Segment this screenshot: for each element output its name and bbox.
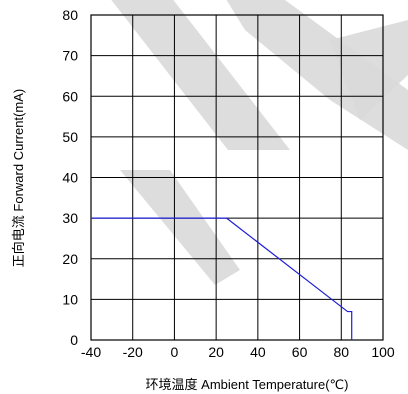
x-axis-title: 环境温度 Ambient Temperature(℃) bbox=[146, 377, 349, 392]
y-tick-label: 70 bbox=[62, 48, 78, 64]
watermark bbox=[111, 0, 408, 285]
x-tick-labels: -40 -20 0 20 40 60 80 100 bbox=[81, 344, 395, 360]
x-tick-label: 20 bbox=[208, 344, 224, 360]
x-tick-label: 60 bbox=[292, 344, 308, 360]
plot-frame bbox=[90, 14, 384, 341]
watermark-band bbox=[111, 0, 290, 150]
y-axis-title: 正向电流 Forward Current(mA) bbox=[11, 89, 26, 267]
x-tick-label: -40 bbox=[81, 344, 101, 360]
y-tick-label: 50 bbox=[62, 129, 78, 145]
watermark-band bbox=[330, 20, 408, 120]
watermark-band bbox=[120, 170, 240, 285]
x-tick-label: 80 bbox=[333, 344, 349, 360]
series-layer bbox=[90, 217, 353, 341]
x-tick-label: -20 bbox=[123, 344, 143, 360]
x-tick-label: 0 bbox=[171, 344, 179, 360]
y-tick-label: 20 bbox=[62, 251, 78, 267]
y-tick-label: 40 bbox=[62, 170, 78, 186]
x-tick-label: 100 bbox=[371, 344, 395, 360]
y-tick-label: 0 bbox=[70, 332, 78, 348]
y-tick-label: 30 bbox=[62, 210, 78, 226]
y-tick-labels: 0 10 20 30 40 50 60 70 80 bbox=[62, 7, 78, 348]
y-tick-label: 10 bbox=[62, 291, 78, 307]
x-tick-label: 40 bbox=[250, 344, 266, 360]
y-tick-label: 60 bbox=[62, 88, 78, 104]
grid bbox=[90, 14, 384, 341]
y-tick-label: 80 bbox=[62, 7, 78, 23]
